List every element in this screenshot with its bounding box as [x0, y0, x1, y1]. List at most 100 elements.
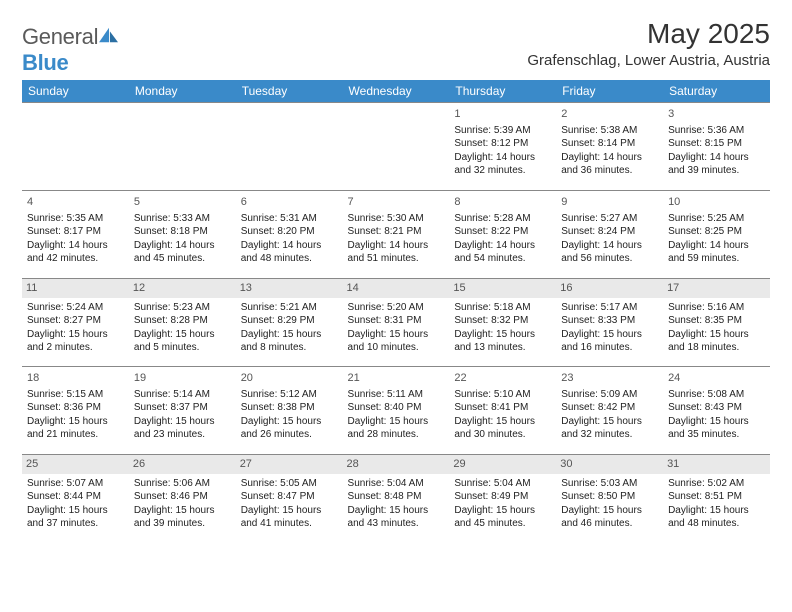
day-number: 11 [22, 279, 129, 298]
day-number: 24 [668, 371, 765, 386]
day-number: 19 [134, 371, 231, 386]
calendar-day-empty [236, 103, 343, 191]
day-number: 5 [134, 195, 231, 210]
day-header: Thursday [449, 80, 556, 103]
calendar-day: 20Sunrise: 5:12 AMSunset: 8:38 PMDayligh… [236, 367, 343, 455]
day-number: 29 [449, 455, 556, 474]
logo-text: General Blue [22, 24, 120, 76]
calendar-day: 4 Sunrise: 5:35 AMSunset: 8:17 PMDaylight… [22, 191, 129, 279]
calendar-day: 22 Sunrise: 5:10 AMSunset: 8:41 PMDayligh… [449, 367, 556, 455]
day-info: Sunrise: 5:11 AMSunset: 8:40 PMDaylight:… [348, 388, 445, 442]
day-info: Sunrise: 5:09 AMSunset: 8:42 PMDaylight:… [561, 388, 658, 442]
calendar-day: 5 Sunrise: 5:33 AMSunset: 8:18 PMDaylight… [129, 191, 236, 279]
calendar-day: 27Sunrise: 5:05 AMSunset: 8:47 PMDayligh… [236, 455, 343, 543]
day-number: 13 [236, 279, 343, 298]
day-number: 30 [556, 455, 663, 474]
day-number: 22 [454, 371, 551, 386]
calendar-day: 14 Sunrise: 5:20 AMSunset: 8:31 PMDayligh… [343, 279, 450, 367]
calendar-week: 1Sunrise: 5:39 AMSunset: 8:12 PMDaylight… [22, 103, 770, 191]
day-number: 25 [22, 455, 129, 474]
calendar-day: 21 Sunrise: 5:11 AMSunset: 8:40 PMDayligh… [343, 367, 450, 455]
calendar-day-empty [343, 103, 450, 191]
day-number: 6 [241, 195, 338, 210]
day-number: 18 [27, 371, 124, 386]
calendar-header-row: SundayMondayTuesdayWednesdayThursdayFrid… [22, 80, 770, 103]
calendar-day-empty [22, 103, 129, 191]
calendar-week: 11 Sunrise: 5:24 AMSunset: 8:27 PMDayligh… [22, 279, 770, 367]
day-number: 12 [129, 279, 236, 298]
day-header: Friday [556, 80, 663, 103]
calendar-day: 12 Sunrise: 5:23 AMSunset: 8:28 PMDayligh… [129, 279, 236, 367]
day-info: Sunrise: 5:21 AMSunset: 8:29 PMDaylight:… [241, 301, 338, 355]
day-header: Sunday [22, 80, 129, 103]
day-info: Sunrise: 5:20 AMSunset: 8:31 PMDaylight:… [348, 301, 445, 355]
day-info: Sunrise: 5:33 AMSunset: 8:18 PMDaylight:… [134, 212, 231, 266]
day-header: Wednesday [343, 80, 450, 103]
calendar-day: 8 Sunrise: 5:28 AMSunset: 8:22 PMDaylight… [449, 191, 556, 279]
day-number: 4 [27, 195, 124, 210]
calendar-day: 23 Sunrise: 5:09 AMSunset: 8:42 PMDayligh… [556, 367, 663, 455]
day-info: Sunrise: 5:12 AMSunset: 8:38 PMDaylight:… [241, 388, 338, 442]
day-info: Sunrise: 5:24 AMSunset: 8:27 PMDaylight:… [27, 301, 124, 355]
calendar-day-empty [129, 103, 236, 191]
calendar-day: 7 Sunrise: 5:30 AMSunset: 8:21 PMDaylight… [343, 191, 450, 279]
calendar-day: 31 Sunrise: 5:02 AMSunset: 8:51 PMDayligh… [663, 455, 770, 543]
day-number: 21 [348, 371, 445, 386]
day-info: Sunrise: 5:25 AMSunset: 8:25 PMDaylight:… [668, 212, 765, 266]
day-info: Sunrise: 5:17 AMSunset: 8:33 PMDaylight:… [561, 301, 658, 355]
day-info: Sunrise: 5:31 AMSunset: 8:20 PMDaylight:… [241, 212, 338, 266]
calendar-week: 4 Sunrise: 5:35 AMSunset: 8:17 PMDaylight… [22, 191, 770, 279]
calendar-day: 28Sunrise: 5:04 AMSunset: 8:48 PMDayligh… [343, 455, 450, 543]
day-number: 14 [343, 279, 450, 298]
day-number: 17 [663, 279, 770, 298]
title-block: May 2025 Grafenschlag, Lower Austria, Au… [527, 18, 770, 75]
day-info: Sunrise: 5:04 AMSunset: 8:49 PMDaylight:… [454, 477, 551, 531]
calendar-day: 3Sunrise: 5:36 AMSunset: 8:15 PMDaylight… [663, 103, 770, 191]
calendar-day: 26 Sunrise: 5:06 AMSunset: 8:46 PMDayligh… [129, 455, 236, 543]
day-number: 31 [663, 455, 770, 474]
calendar-day: 6 Sunrise: 5:31 AMSunset: 8:20 PMDaylight… [236, 191, 343, 279]
calendar-day: 16 Sunrise: 5:17 AMSunset: 8:33 PMDayligh… [556, 279, 663, 367]
logo: General Blue [22, 24, 120, 76]
day-info: Sunrise: 5:16 AMSunset: 8:35 PMDaylight:… [668, 301, 765, 355]
day-info: Sunrise: 5:39 AMSunset: 8:12 PMDaylight:… [454, 124, 551, 178]
month-title: May 2025 [527, 18, 770, 50]
header: General Blue May 2025 Grafenschlag, Lowe… [22, 18, 770, 76]
day-header: Saturday [663, 80, 770, 103]
day-number: 15 [449, 279, 556, 298]
day-info: Sunrise: 5:02 AMSunset: 8:51 PMDaylight:… [668, 477, 765, 531]
day-info: Sunrise: 5:28 AMSunset: 8:22 PMDaylight:… [454, 212, 551, 266]
day-info: Sunrise: 5:10 AMSunset: 8:41 PMDaylight:… [454, 388, 551, 442]
calendar-day: 2 Sunrise: 5:38 AMSunset: 8:14 PMDaylight… [556, 103, 663, 191]
day-number: 2 [561, 107, 658, 122]
day-number: 16 [556, 279, 663, 298]
day-info: Sunrise: 5:30 AMSunset: 8:21 PMDaylight:… [348, 212, 445, 266]
day-info: Sunrise: 5:38 AMSunset: 8:14 PMDaylight:… [561, 124, 658, 178]
day-number: 3 [668, 107, 765, 122]
day-info: Sunrise: 5:18 AMSunset: 8:32 PMDaylight:… [454, 301, 551, 355]
calendar-day: 13 Sunrise: 5:21 AMSunset: 8:29 PMDayligh… [236, 279, 343, 367]
day-info: Sunrise: 5:27 AMSunset: 8:24 PMDaylight:… [561, 212, 658, 266]
day-info: Sunrise: 5:15 AMSunset: 8:36 PMDaylight:… [27, 388, 124, 442]
day-number: 26 [129, 455, 236, 474]
calendar-day: 19Sunrise: 5:14 AMSunset: 8:37 PMDayligh… [129, 367, 236, 455]
logo-sail-icon [98, 26, 120, 44]
day-number: 7 [348, 195, 445, 210]
calendar-day: 17 Sunrise: 5:16 AMSunset: 8:35 PMDayligh… [663, 279, 770, 367]
day-info: Sunrise: 5:06 AMSunset: 8:46 PMDaylight:… [134, 477, 231, 531]
day-number: 8 [454, 195, 551, 210]
location: Grafenschlag, Lower Austria, Austria [527, 52, 770, 69]
day-number: 23 [561, 371, 658, 386]
calendar-day: 10Sunrise: 5:25 AMSunset: 8:25 PMDayligh… [663, 191, 770, 279]
day-info: Sunrise: 5:35 AMSunset: 8:17 PMDaylight:… [27, 212, 124, 266]
day-info: Sunrise: 5:23 AMSunset: 8:28 PMDaylight:… [134, 301, 231, 355]
day-number: 9 [561, 195, 658, 210]
logo-word1: General [22, 24, 98, 49]
day-info: Sunrise: 5:04 AMSunset: 8:48 PMDaylight:… [348, 477, 445, 531]
day-info: Sunrise: 5:08 AMSunset: 8:43 PMDaylight:… [668, 388, 765, 442]
calendar-body: 1Sunrise: 5:39 AMSunset: 8:12 PMDaylight… [22, 103, 770, 543]
calendar-day: 29 Sunrise: 5:04 AMSunset: 8:49 PMDayligh… [449, 455, 556, 543]
day-info: Sunrise: 5:03 AMSunset: 8:50 PMDaylight:… [561, 477, 658, 531]
calendar-day: 1Sunrise: 5:39 AMSunset: 8:12 PMDaylight… [449, 103, 556, 191]
calendar-day: 9 Sunrise: 5:27 AMSunset: 8:24 PMDaylight… [556, 191, 663, 279]
